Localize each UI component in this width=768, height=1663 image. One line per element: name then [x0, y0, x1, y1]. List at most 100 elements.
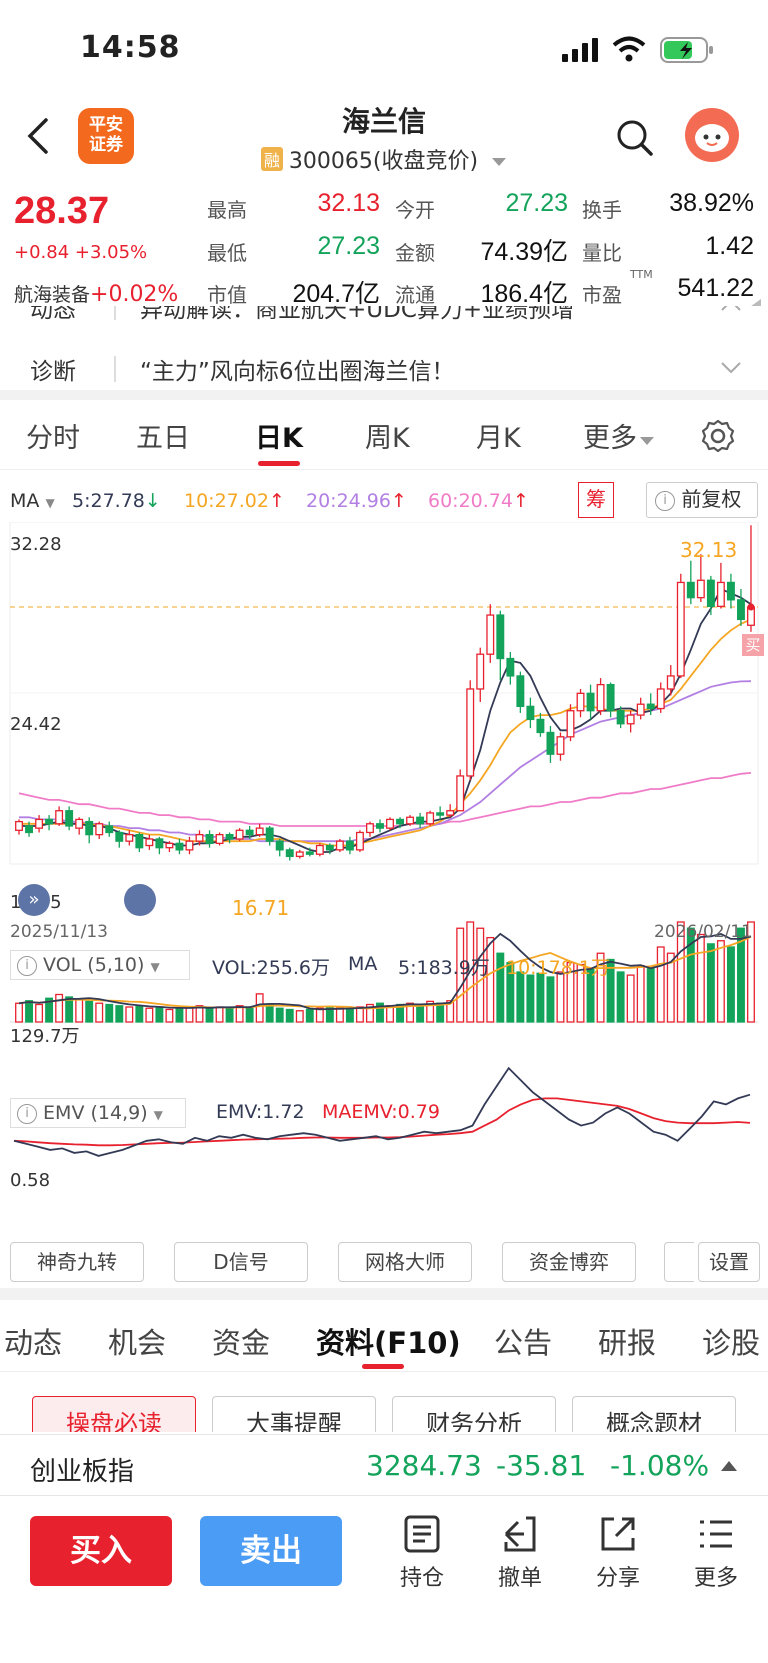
tab-research[interactable]: 研报: [598, 1326, 657, 1360]
arrow-up-icon: ↑: [390, 490, 407, 512]
active-tab-indicator: [362, 1364, 404, 1369]
candle-body: [355, 831, 364, 851]
kline-period-tabs: 分时 五日 日K 周K 月K 更多: [0, 400, 768, 470]
quote-label-open: 今开: [395, 198, 435, 222]
candle-body: [305, 851, 314, 855]
sell-button[interactable]: 卖出: [200, 1516, 342, 1586]
candle-body: [496, 614, 505, 660]
tab-five-day[interactable]: 五日: [136, 423, 190, 454]
volume-ma10: 10:178.1万: [506, 957, 610, 979]
quick-button-partial[interactable]: [664, 1242, 694, 1282]
candle-body: [366, 823, 374, 834]
back-arrow-icon[interactable]: [26, 116, 50, 156]
ma-selector[interactable]: MA ▼: [10, 490, 55, 512]
tab-more[interactable]: 更多: [583, 416, 655, 455]
volume-value: VOL:255.6万: [212, 957, 330, 979]
scroll-left-button[interactable]: »: [18, 884, 50, 916]
subtag-concepts[interactable]: 概念题材: [572, 1396, 736, 1432]
volume-bar: [476, 927, 485, 1023]
volume-bar: [636, 965, 645, 1023]
tool-share[interactable]: 分享: [578, 1514, 658, 1592]
info-icon: i: [17, 956, 37, 976]
assistant-avatar[interactable]: [685, 108, 739, 162]
volume-bar: [355, 1006, 364, 1023]
tab-opportunity[interactable]: 机会: [108, 1326, 167, 1360]
volume-bar: [155, 1006, 164, 1023]
subtag-financials[interactable]: 财务分析: [392, 1396, 556, 1432]
candle-body: [486, 614, 495, 655]
tab-capital[interactable]: 资金: [212, 1326, 271, 1360]
last-price: 28.37: [14, 190, 110, 232]
tab-intraday[interactable]: 分时: [26, 423, 80, 454]
chip-distribution-button[interactable]: 筹: [578, 482, 614, 518]
sector-name: 航海装备: [14, 284, 91, 306]
y-axis-top-label: 32.28: [10, 534, 62, 555]
broker-logo[interactable]: 平安 证券: [78, 108, 134, 164]
candle-body: [666, 675, 675, 690]
subtag-events[interactable]: 大事提醒: [212, 1396, 376, 1432]
quote-panel: 28.37 +0.84 +3.05% 航海装备+0.02% 最高 32.13 今…: [0, 180, 768, 310]
volume-bar: [716, 940, 725, 1023]
candle-body: [376, 823, 384, 829]
caret-down-icon: ▼: [45, 496, 55, 510]
candle-body: [195, 833, 204, 842]
volume-bar: [345, 1008, 354, 1023]
candle-body: [65, 810, 74, 827]
quick-button-settings[interactable]: 设置: [698, 1242, 760, 1282]
candle-body: [35, 818, 44, 829]
stock-code-selector[interactable]: 融 300065(收盘竞价): [0, 143, 768, 175]
adjust-selector[interactable]: i 前复权: [646, 482, 758, 518]
quick-button-nine-turn[interactable]: 神奇九转: [10, 1242, 144, 1282]
kline-chart-area[interactable]: 32.28 24.42 16.55 32.13 16.71 买 » 2025/1…: [0, 521, 768, 1242]
event-marker-button[interactable]: [124, 884, 156, 916]
volume-bar: [285, 1008, 294, 1023]
candle-body: [546, 731, 555, 755]
candle-body: [245, 829, 254, 836]
quick-button-d-signal[interactable]: D信号: [174, 1242, 308, 1282]
volume-bar: [245, 1006, 254, 1023]
tab-f10[interactable]: 资料(F10): [316, 1326, 461, 1360]
tab-daily-k[interactable]: 日K: [255, 423, 303, 454]
quick-button-grid-master[interactable]: 网格大师: [338, 1242, 472, 1282]
buy-button[interactable]: 买入: [30, 1516, 172, 1586]
quick-button-fund-game[interactable]: 资金博弈: [502, 1242, 636, 1282]
kline-chart-svg[interactable]: [0, 521, 768, 1242]
tab-diagnosis[interactable]: 诊股: [702, 1326, 761, 1360]
candle-body: [406, 816, 415, 825]
search-icon[interactable]: [615, 118, 655, 158]
candle-body: [516, 675, 525, 708]
tab-monthly-k[interactable]: 月K: [476, 423, 521, 454]
cancel-order-icon: [504, 1516, 536, 1552]
news-row[interactable]: 诊断 “主力”风向标6位出圈海兰信！: [0, 352, 768, 392]
subtag-trading-guide[interactable]: 操盘必读: [32, 1396, 196, 1432]
tool-cancel-order[interactable]: 撤单: [480, 1514, 560, 1592]
tool-holdings[interactable]: 持仓: [382, 1514, 462, 1592]
volume-bar: [115, 1005, 124, 1023]
index-value: 3284.73: [366, 1449, 482, 1482]
candle-body: [646, 703, 655, 710]
emv-indicator-selector[interactable]: i EMV (14,9) ▼: [10, 1098, 186, 1128]
buy-signal-badge[interactable]: 买: [742, 634, 764, 656]
settings-gear-icon[interactable]: [700, 418, 736, 454]
candle-body: [325, 844, 334, 851]
tab-news[interactable]: 动态: [4, 1326, 63, 1360]
quote-label-market-cap: 市值: [207, 283, 247, 307]
tab-announcements[interactable]: 公告: [494, 1326, 553, 1360]
quote-label-high: 最高: [207, 198, 247, 222]
more-icon: [700, 1520, 732, 1548]
volume-bar: [566, 961, 575, 1023]
y-axis-mid-label: 24.42: [10, 714, 62, 735]
info-icon: i: [17, 1104, 37, 1124]
low-marker-label: 16.71: [232, 896, 290, 920]
tool-more[interactable]: 更多: [676, 1514, 756, 1592]
volume-bar: [536, 972, 545, 1023]
status-time: 14:58: [80, 30, 181, 65]
index-ticker[interactable]: 创业板指 3284.73 -35.81 -1.08%: [0, 1434, 768, 1496]
volume-indicator-selector[interactable]: i VOL (5,10) ▼: [10, 950, 190, 980]
tab-weekly-k[interactable]: 周K: [365, 423, 410, 454]
emv-value: EMV:1.72: [216, 1101, 305, 1123]
news-row[interactable]: 动态 异动解读：商业航天+UDC算力+业绩预增: [0, 306, 768, 330]
volume-indicator-label: VOL (5,10): [43, 954, 145, 976]
price-change: +0.84 +3.05%: [14, 242, 148, 263]
sector-link[interactable]: 航海装备+0.02%: [14, 280, 178, 307]
